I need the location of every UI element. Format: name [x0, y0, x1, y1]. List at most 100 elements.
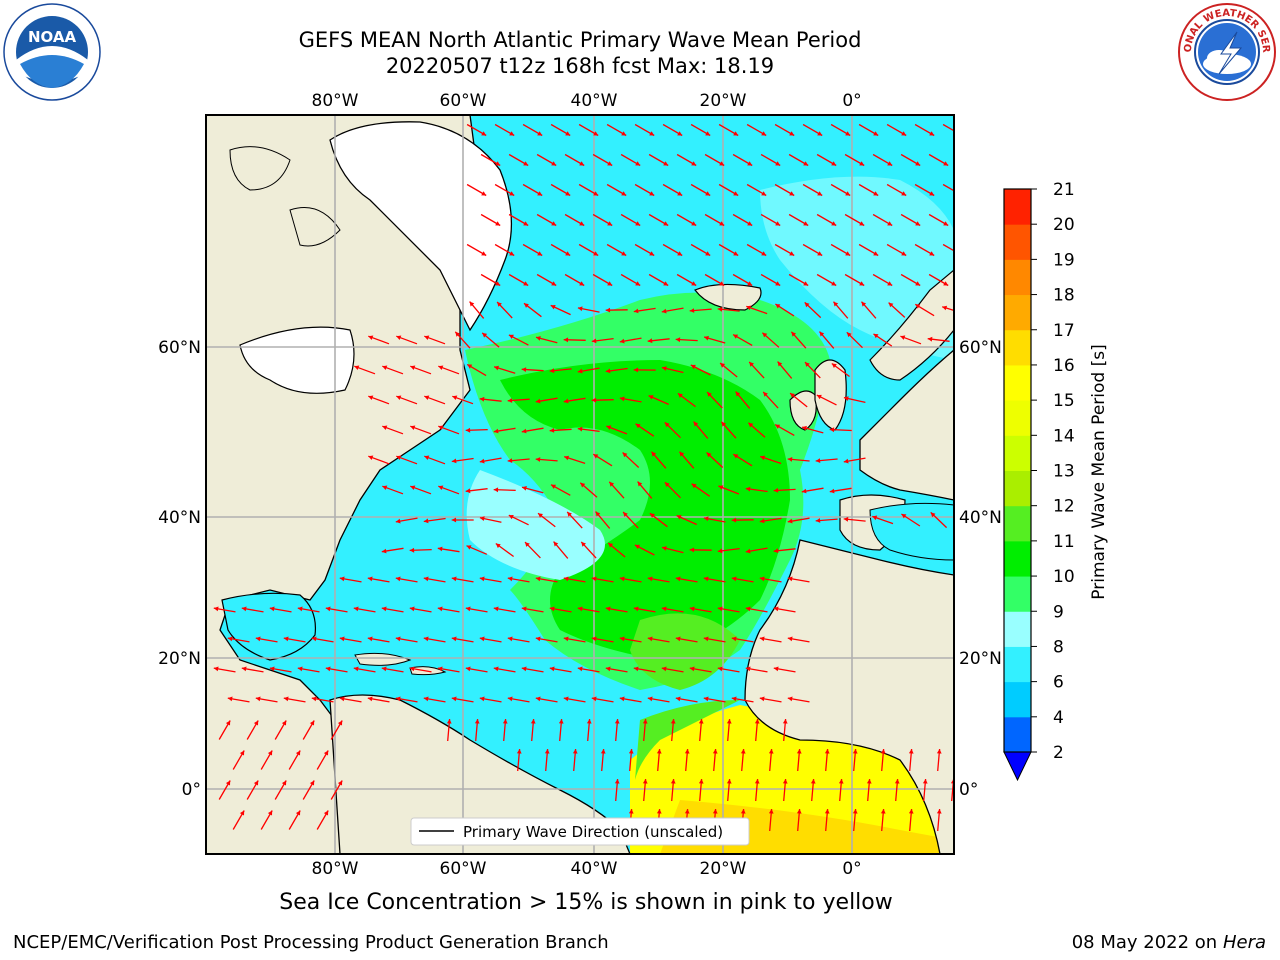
wave-arrow-head — [579, 161, 585, 166]
wave-arrow-head — [605, 666, 611, 672]
wave-arrow-head — [759, 636, 765, 642]
wave-arrow-head — [704, 335, 709, 341]
wave-arrow-head — [846, 332, 852, 338]
wave-arrow-head — [619, 636, 625, 642]
colorbar-segment — [1004, 540, 1031, 577]
colorbar-tick-label: 8 — [1053, 637, 1064, 657]
wave-arrow-head — [649, 131, 655, 136]
wave-arrow-head — [691, 221, 697, 226]
wave-arrow-head — [717, 666, 723, 672]
wave-arrow-head — [565, 251, 571, 256]
wave-arrow-head — [213, 606, 219, 612]
wave-arrow-head — [479, 636, 485, 642]
wave-arrow-head — [495, 161, 501, 166]
wave-arrow-head — [829, 488, 835, 494]
wave-arrow-head — [747, 281, 753, 286]
wave-arrow-head — [577, 606, 583, 612]
colorbar-segment — [1004, 576, 1031, 612]
wave-arrow-head — [509, 191, 515, 196]
wave-arrow-head — [521, 367, 527, 372]
wave-arrow-head — [607, 221, 613, 226]
colorbar-segment — [1004, 646, 1031, 683]
wave-arrow-head — [295, 750, 301, 756]
colorbar-segment — [1004, 470, 1031, 507]
wave-arrow-head — [922, 779, 928, 784]
wave-period-8-9-region — [466, 470, 605, 580]
wave-arrow-head — [782, 719, 788, 724]
wave-arrow-head — [647, 696, 653, 702]
wave-arrow-head — [717, 548, 723, 554]
wave-arrow-head — [804, 302, 810, 308]
wave-arrow-head — [544, 749, 550, 754]
wave-arrow-head — [647, 576, 653, 582]
wave-arrow-head — [535, 457, 541, 462]
colorbar-tick-label: 15 — [1053, 391, 1075, 411]
svg-text:NOAA: NOAA — [28, 28, 77, 46]
wave-arrow-head — [549, 666, 555, 672]
wave-arrow-head — [740, 749, 746, 754]
wave-period-transition-south — [635, 700, 740, 780]
wave-arrow-head — [649, 513, 655, 518]
colorbar-tick-label: 6 — [1053, 673, 1064, 693]
wave-arrow-head — [651, 451, 657, 457]
wave-arrow-head — [943, 281, 949, 286]
wave-arrow-head — [787, 518, 793, 524]
wave-arrow-head — [502, 719, 508, 724]
wave-arrow-head — [395, 518, 401, 524]
wave-arrow-head — [507, 398, 513, 403]
wave-arrow-head — [438, 365, 444, 370]
wave-arrow-head — [581, 541, 586, 547]
colorbar-tick-label: 20 — [1053, 215, 1075, 235]
wave-arrow-head — [621, 191, 627, 196]
wave-arrow-head — [621, 131, 627, 136]
wave-arrow-head — [852, 809, 858, 814]
wave-arrow-head — [482, 332, 488, 338]
wave-arrow-head — [339, 636, 345, 642]
wave-arrow-head — [494, 365, 499, 371]
map-subtitle: 20220507 t12z 168h fcst Max: 18.19 — [385, 54, 775, 78]
colorbar-label: Primary Wave Mean Period [s] — [1089, 344, 1109, 599]
colorbar-segment — [1004, 364, 1031, 401]
wave-arrow-head — [760, 455, 766, 461]
wave-arrow-head — [747, 221, 753, 226]
wave-arrow-head — [295, 810, 301, 816]
machine-name: Hera — [1222, 932, 1266, 953]
wave-arrow-head — [943, 161, 949, 166]
wave-arrow-head — [619, 338, 625, 344]
wave-arrow-head — [424, 455, 430, 460]
wave-arrow-head — [423, 696, 429, 702]
wave-arrow-head — [740, 809, 746, 814]
wave-arrow-head — [323, 750, 329, 756]
wave-arrow-head — [437, 606, 443, 612]
wave-arrow-head — [438, 485, 444, 490]
wave-arrow-head — [493, 606, 499, 612]
wave-arrow-head — [423, 576, 429, 582]
wave-arrow-head — [396, 395, 402, 400]
wave-arrow-shaft — [957, 215, 976, 226]
wave-arrow-head — [382, 425, 388, 430]
wave-arrow-head — [880, 809, 886, 814]
wave-arrow-head — [493, 666, 499, 672]
wave-arrow-head — [269, 666, 275, 672]
wave-arrow-head — [773, 606, 779, 612]
wave-arrow-head — [831, 221, 837, 226]
wave-arrow-head — [675, 636, 681, 642]
wave-arrow-head — [915, 304, 921, 309]
wave-arrow-head — [267, 750, 273, 756]
wave-arrow-head — [670, 719, 676, 724]
wave-arrow-head — [733, 454, 739, 459]
wave-arrow-head — [718, 485, 724, 490]
lon-label-bottom: 0° — [842, 859, 861, 879]
wave-arrow-head — [481, 131, 487, 136]
wave-arrow-head — [466, 545, 472, 550]
wave-arrow-head — [633, 606, 639, 612]
wave-arrow-head — [479, 396, 485, 402]
wave-arrow-head — [535, 398, 541, 404]
wave-arrow-head — [763, 391, 768, 397]
europe-land — [859, 349, 954, 501]
wave-arrow-head — [451, 576, 457, 582]
wave-arrow-head — [368, 455, 374, 460]
wave-arrow-head — [227, 696, 233, 702]
wave-arrow-head — [810, 779, 816, 784]
wave-arrow-head — [451, 458, 457, 464]
